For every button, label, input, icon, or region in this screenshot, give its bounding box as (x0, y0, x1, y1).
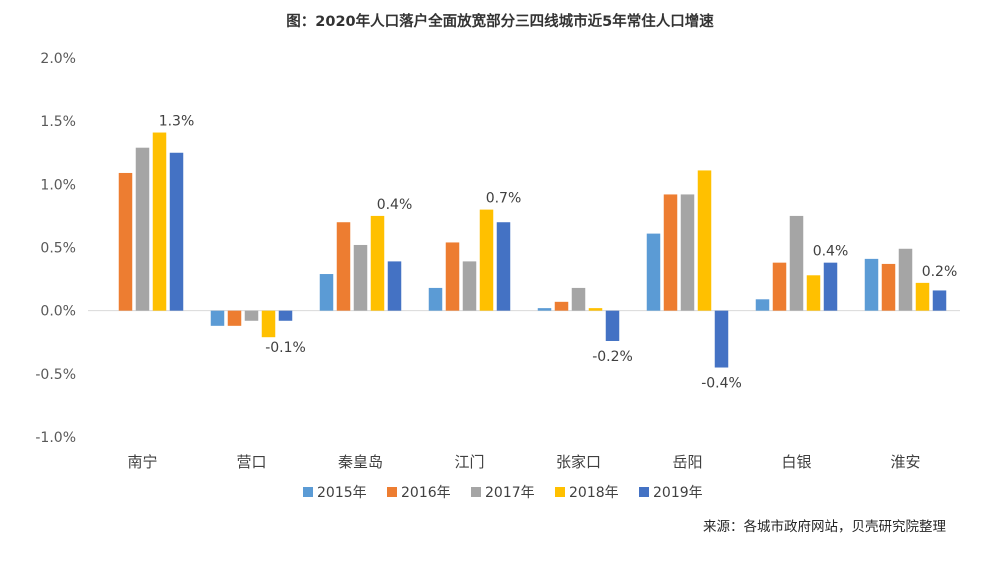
bar-2015-白银 (755, 299, 770, 311)
legend-swatch (303, 487, 313, 497)
bar-2016-营口 (227, 310, 242, 326)
legend-swatch (555, 487, 565, 497)
x-axis-categories: 南宁 营口 秦皇岛 江门 张家口 岳阳 白银 淮安 (127, 453, 920, 471)
source-note: 来源：各城市政府网站，贝壳研究院整理 (703, 518, 946, 535)
bar-2016-淮安 (881, 263, 896, 311)
category-label: 营口 (236, 453, 266, 471)
category-label: 张家口 (556, 453, 601, 471)
bar-2017-张家口 (571, 287, 586, 311)
bar-2016-岳阳 (663, 194, 678, 311)
y-tick-label: 1.5% (40, 114, 76, 130)
bar-2018-淮安 (915, 282, 930, 311)
bar-2018-岳阳 (697, 170, 712, 311)
bar-2016-江门 (445, 242, 460, 311)
bar-2019-岳阳 (714, 310, 729, 368)
bar-2015-营口 (210, 310, 225, 326)
legend-swatch (471, 487, 481, 497)
bar-2018-江门 (479, 209, 494, 311)
legend-label: 2015年 (317, 485, 367, 501)
bar-2019-淮安 (932, 290, 947, 311)
data-label: 0.4% (377, 197, 413, 213)
bar-2015-秦皇岛 (319, 274, 334, 311)
bar-2019-张家口 (605, 310, 620, 341)
y-tick-label: 0.5% (40, 241, 76, 257)
bar-2018-营口 (261, 310, 276, 338)
category-label: 南宁 (127, 453, 157, 471)
data-label: 0.7% (486, 191, 522, 207)
bar-2016-白银 (772, 262, 787, 311)
bar-series (118, 132, 947, 368)
data-label: -0.4% (701, 376, 742, 392)
data-labels: 1.3% -0.1% 0.4% 0.7% -0.2% -0.4% 0.4% 0.2% (159, 114, 958, 392)
bar-2017-白银 (789, 215, 804, 311)
data-label: 0.4% (813, 244, 849, 260)
bar-2017-秦皇岛 (353, 244, 368, 311)
y-tick-label: 1.0% (40, 177, 76, 193)
bar-2019-秦皇岛 (387, 261, 402, 311)
bar-2015-淮安 (864, 258, 879, 311)
chart-title: 图：2020年人口落户全面放宽部分三四线城市近5年常住人口增速 (286, 12, 714, 30)
legend-swatch (387, 487, 397, 497)
bar-2017-营口 (244, 310, 259, 321)
legend-label: 2017年 (485, 485, 535, 501)
bar-2019-江门 (496, 222, 511, 311)
bar-2016-张家口 (554, 301, 569, 311)
bar-2016-秦皇岛 (336, 222, 351, 311)
bar-2019-南宁 (169, 152, 184, 311)
bar-2017-淮安 (898, 248, 913, 311)
bar-2018-白银 (806, 275, 821, 311)
y-tick-label: -0.5% (35, 367, 76, 383)
y-tick-label: 2.0% (40, 51, 76, 67)
legend-label: 2016年 (401, 485, 451, 501)
legend-label: 2018年 (569, 485, 619, 501)
bar-2015-岳阳 (646, 233, 661, 311)
category-label: 淮安 (890, 453, 920, 471)
bar-2017-江门 (462, 261, 477, 311)
bar-2015-张家口 (537, 308, 552, 311)
y-tick-label: 0.0% (40, 304, 76, 320)
y-tick-label: -1.0% (35, 430, 76, 446)
data-label: 0.2% (922, 264, 958, 280)
bar-2019-营口 (278, 310, 293, 321)
bar-2017-南宁 (135, 147, 150, 311)
category-label: 岳阳 (672, 453, 702, 471)
bar-2018-张家口 (588, 308, 603, 311)
category-label: 江门 (454, 453, 484, 471)
legend-label: 2019年 (653, 485, 703, 501)
bar-2017-岳阳 (680, 194, 695, 311)
category-label: 白银 (781, 453, 811, 471)
bar-2015-江门 (428, 287, 443, 311)
data-label: 1.3% (159, 114, 195, 130)
legend-swatch (639, 487, 649, 497)
data-label: -0.2% (592, 349, 633, 365)
legend: 2015年 2016年 2017年 2018年 2019年 (303, 485, 703, 501)
category-label: 秦皇岛 (338, 453, 383, 471)
y-axis-ticks: 2.0% 1.5% 1.0% 0.5% 0.0% -0.5% -1.0% (35, 51, 76, 446)
bar-2018-南宁 (152, 132, 167, 311)
bar-2019-白银 (823, 262, 838, 311)
bar-2016-南宁 (118, 172, 133, 311)
data-label: -0.1% (265, 340, 306, 356)
bar-2018-秦皇岛 (370, 215, 385, 311)
